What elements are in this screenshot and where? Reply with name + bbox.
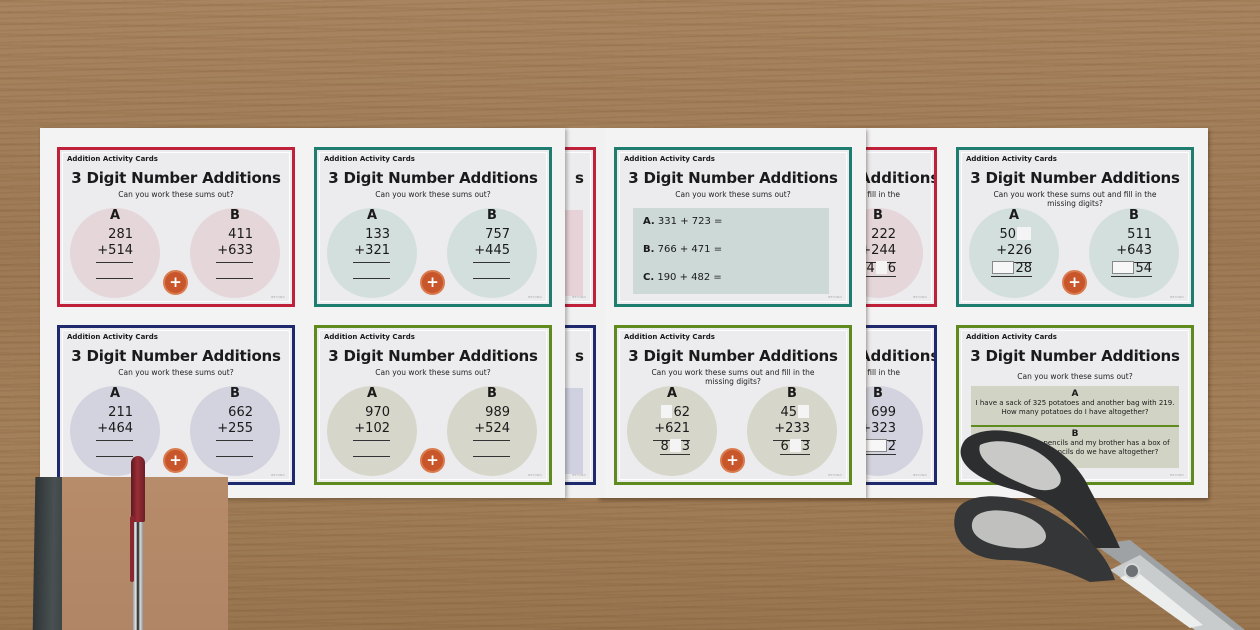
answer-line: 2 [863, 439, 896, 455]
notebook [32, 477, 228, 630]
blank-box[interactable] [992, 261, 1015, 274]
card-teal-missing: Addition Activity Cards 3 Digit Number A… [956, 147, 1194, 307]
plus-badge: + [720, 448, 745, 473]
pen-barrel [133, 522, 143, 630]
card-tag: Addition Activity Cards [966, 155, 1057, 163]
card-green-missing: Addition Activity Cards 3 Digit Number A… [614, 325, 852, 485]
card-subtitle: Can you work these sums out? [118, 190, 234, 199]
card-subtitle: Can you work these sums out and fill in … [651, 368, 815, 386]
card-tag: Addition Activity Cards [324, 333, 415, 341]
sum-list: A. 331 + 723 = B. 766 + 471 = C. 190 + 4… [633, 208, 829, 294]
card-subtitle: Can you work these sums out? [675, 190, 791, 199]
word-problem-a: A I have a sack of 325 potatoes and anot… [975, 389, 1175, 416]
blank-box[interactable] [798, 405, 809, 418]
card-subtitle: Can you work these sums out? [375, 190, 491, 199]
card-subtitle: Can you work these sums out? [375, 368, 491, 377]
circle-a: A 50 +226 28 [969, 208, 1059, 298]
blank-box[interactable] [669, 439, 681, 452]
card-subtitle: Can you work these sums out and fill in … [993, 190, 1157, 208]
card-subtitle: Can you work these sums out? [118, 368, 234, 377]
answer-line: 28 [991, 261, 1032, 277]
sum-item: A. 331 + 723 = [643, 216, 723, 227]
circle-b: B 511 +643 54 [1089, 208, 1179, 298]
plus-badge: + [163, 448, 188, 473]
plus-badge: + [163, 270, 188, 295]
circle-a: A 281 +514 [70, 208, 160, 298]
blank-box[interactable] [875, 261, 887, 274]
circle-a: A 211 +464 [70, 386, 160, 476]
plus-badge: + [1062, 270, 1087, 295]
card-subtitle: Can you work these sums out? [1017, 372, 1133, 381]
word-problem-b: B I have a box of ... pencils and my bro… [980, 429, 1170, 456]
card-red-1: Addition Activity Cards 3 Digit Number A… [57, 147, 295, 307]
card-tag: Addition Activity Cards [324, 155, 415, 163]
plus-badge: + [420, 270, 445, 295]
circle-b: B 989 +524 [447, 386, 537, 476]
card-tag: Addition Activity Cards [67, 155, 158, 163]
card-title: 3 Digit Number Additions [71, 169, 281, 187]
card-tag: Addition Activity Cards [624, 333, 715, 341]
circle-b: B 411 +633 [190, 208, 280, 298]
scissors-icon [954, 430, 1245, 630]
card-tag: Addition Activity Cards [624, 155, 715, 163]
card-title: 3 Digit Number Additions [628, 169, 838, 187]
card-title: 3 Digit Number Additions [328, 169, 538, 187]
blank-box[interactable] [661, 405, 673, 418]
answer-line: 54 [1111, 261, 1152, 277]
card-title: 3 Digit Number Additions [328, 347, 538, 365]
card-tag: Addition Activity Cards [67, 333, 158, 341]
pen-cap [131, 456, 145, 522]
card-teal-list: Addition Activity Cards 3 Digit Number A… [614, 147, 852, 307]
pen [130, 456, 146, 630]
plus-badge: + [420, 448, 445, 473]
blank-box[interactable] [1017, 227, 1031, 240]
card-navy-1: Addition Activity Cards 3 Digit Number A… [57, 325, 295, 485]
circle-b: B 662 +255 [190, 386, 280, 476]
blank-box[interactable] [789, 439, 801, 452]
sum-item: C. 190 + 482 = [643, 272, 722, 283]
circle-b: B 757 +445 [447, 208, 537, 298]
card-green-1: Addition Activity Cards 3 Digit Number A… [314, 325, 552, 485]
card-tag: Addition Activity Cards [966, 333, 1057, 341]
blank-box[interactable] [1112, 261, 1135, 274]
notebook-cover [62, 477, 228, 630]
circle-a: A 970 +102 [327, 386, 417, 476]
sum-item: B. 766 + 471 = [643, 244, 723, 255]
circle-a: A 133 +321 [327, 208, 417, 298]
card-title: 3 Digit Number Additions [970, 169, 1180, 187]
card-title: 3 Digit Number Additions [71, 347, 281, 365]
blank-box[interactable] [864, 439, 887, 452]
card-title: 3 Digit Number Additions [628, 347, 838, 365]
pen-clip [130, 516, 134, 582]
card-title: 3 Digit Number Additions [970, 347, 1180, 365]
card-teal-1: Addition Activity Cards 3 Digit Number A… [314, 147, 552, 307]
